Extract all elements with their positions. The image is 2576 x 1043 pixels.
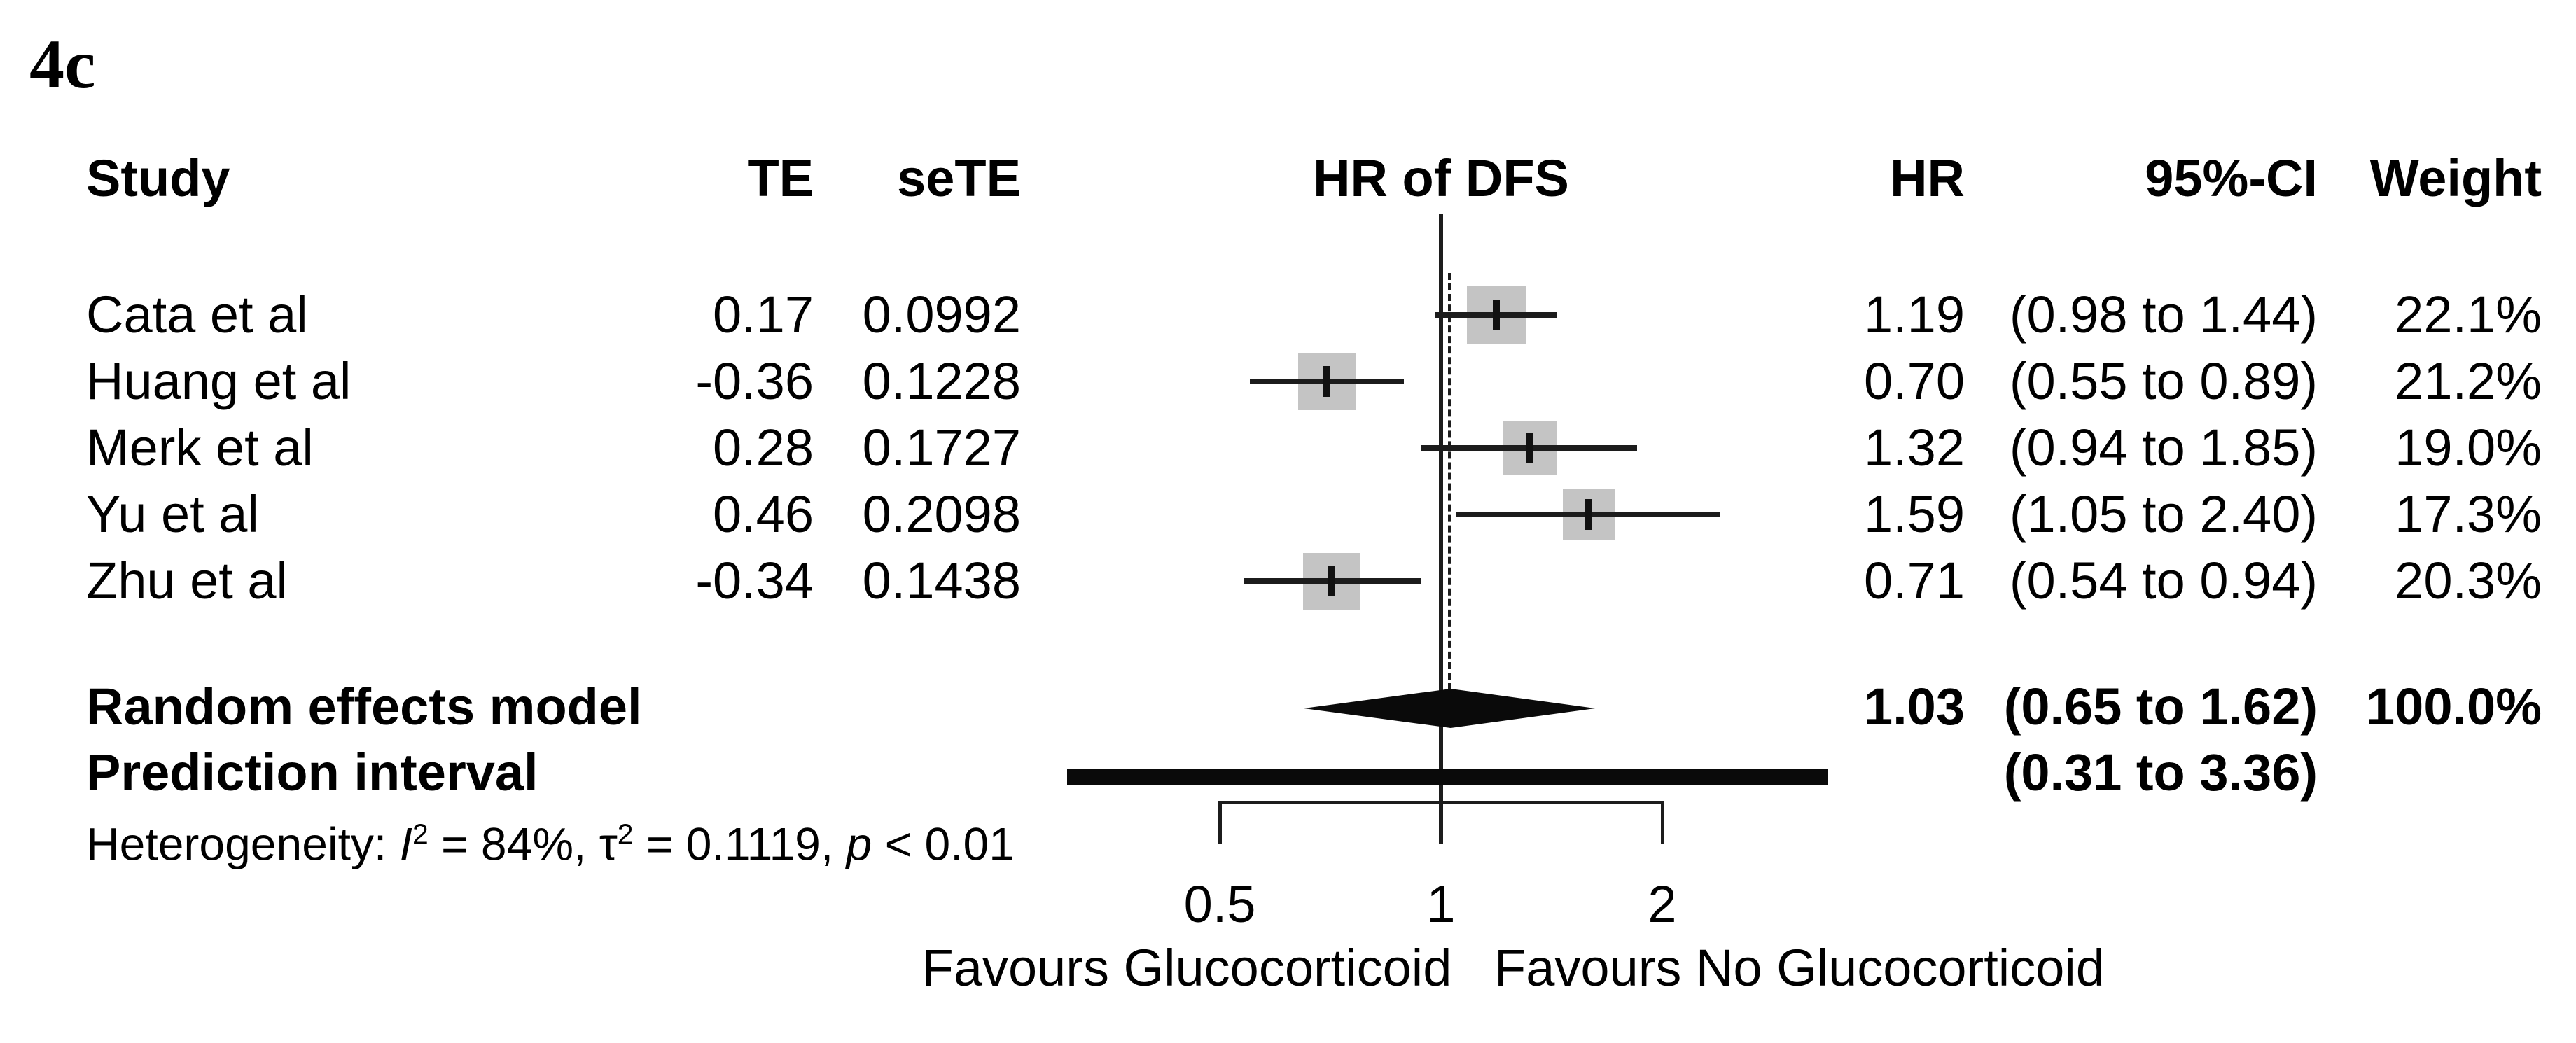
figure-label: 4c [29,25,96,103]
study-hr: 1.32 [1863,419,1965,477]
column-header-study: Study [86,149,230,207]
study-te: -0.34 [695,552,814,610]
study-te: 0.46 [712,485,814,543]
axis-end-tick [1661,801,1664,844]
random-effects-hr: 1.03 [1863,678,1965,736]
random-effects-label: Random effects model [86,678,642,736]
favours-right-label: Favours No Glucocorticoid [1494,939,2105,997]
study-ci: (0.55 to 0.89) [2009,352,2318,410]
reference-line [1439,214,1443,844]
study-te: 0.17 [712,286,814,344]
study-hr: 1.19 [1863,286,1965,344]
study-name: Huang et al [86,352,351,410]
study-weight: 21.2% [2395,352,2542,410]
axis-tick-label: 2 [1648,875,1677,933]
axis-end-tick [1218,801,1222,844]
prediction-interval-label: Prediction interval [86,743,538,802]
prediction-interval-ci: (0.31 to 3.36) [2003,743,2318,802]
study-hr: 1.59 [1863,485,1965,543]
heterogeneity-prefix: Heterogeneity: [86,818,400,870]
tau-value: = 0.1119, [633,818,847,870]
p-symbol: p [846,818,872,870]
study-ci: (1.05 to 2.40) [2009,485,2318,543]
point-marker [1493,300,1501,330]
study-name: Yu et al [86,485,259,543]
i2-superscript: 2 [412,818,429,850]
study-name: Cata et al [86,286,308,344]
column-header-weight: Weight [2369,149,2542,207]
diamond-shape [1303,689,1595,728]
study-weight: 20.3% [2395,552,2542,610]
tau-symbol: τ [599,818,618,870]
study-te: 0.28 [712,419,814,477]
study-weight: 22.1% [2395,286,2542,344]
axis-tick-label: 1 [1426,875,1456,933]
study-weight: 17.3% [2395,485,2542,543]
axis-line [1220,801,1662,804]
tau-superscript: 2 [617,818,634,850]
study-sete: 0.2098 [862,485,1021,543]
point-marker [1585,499,1593,530]
plot-title: HR of DFS [1313,149,1569,207]
point-marker [1323,366,1331,397]
i2-value: = 84%, [428,818,599,870]
column-header-ci: 95%-CI [2145,149,2318,207]
study-weight: 19.0% [2395,419,2542,477]
point-marker [1328,566,1335,596]
study-te: -0.36 [695,352,814,410]
study-sete: 0.0992 [862,286,1021,344]
pooled-dotted-line [1448,273,1452,690]
study-hr: 0.71 [1863,552,1965,610]
i2-symbol: I [399,818,412,870]
study-ci: (0.98 to 1.44) [2009,286,2318,344]
study-ci: (0.54 to 0.94) [2009,552,2318,610]
favours-left-label: Favours Glucocorticoid [921,939,1452,997]
study-name: Zhu et al [86,552,288,610]
study-sete: 0.1727 [862,419,1021,477]
study-sete: 0.1438 [862,552,1021,610]
column-header-hr: HR [1890,149,1965,207]
column-header-sete: seTE [897,149,1021,207]
random-effects-weight: 100.0% [2366,678,2542,736]
study-hr: 0.70 [1863,352,1965,410]
random-effects-diamond [1303,689,1595,728]
column-header-te: TE [747,149,814,207]
p-value: < 0.01 [872,818,1015,870]
prediction-interval-bar [1067,769,1828,785]
heterogeneity-note: Heterogeneity: I2 = 84%, τ2 = 0.1119, p … [86,820,1015,867]
point-marker [1526,433,1533,463]
random-effects-ci: (0.65 to 1.62) [2003,678,2318,736]
axis-tick-label: 0.5 [1183,875,1256,933]
study-name: Merk et al [86,419,314,477]
study-ci: (0.94 to 1.85) [2009,419,2318,477]
study-sete: 0.1228 [862,352,1021,410]
